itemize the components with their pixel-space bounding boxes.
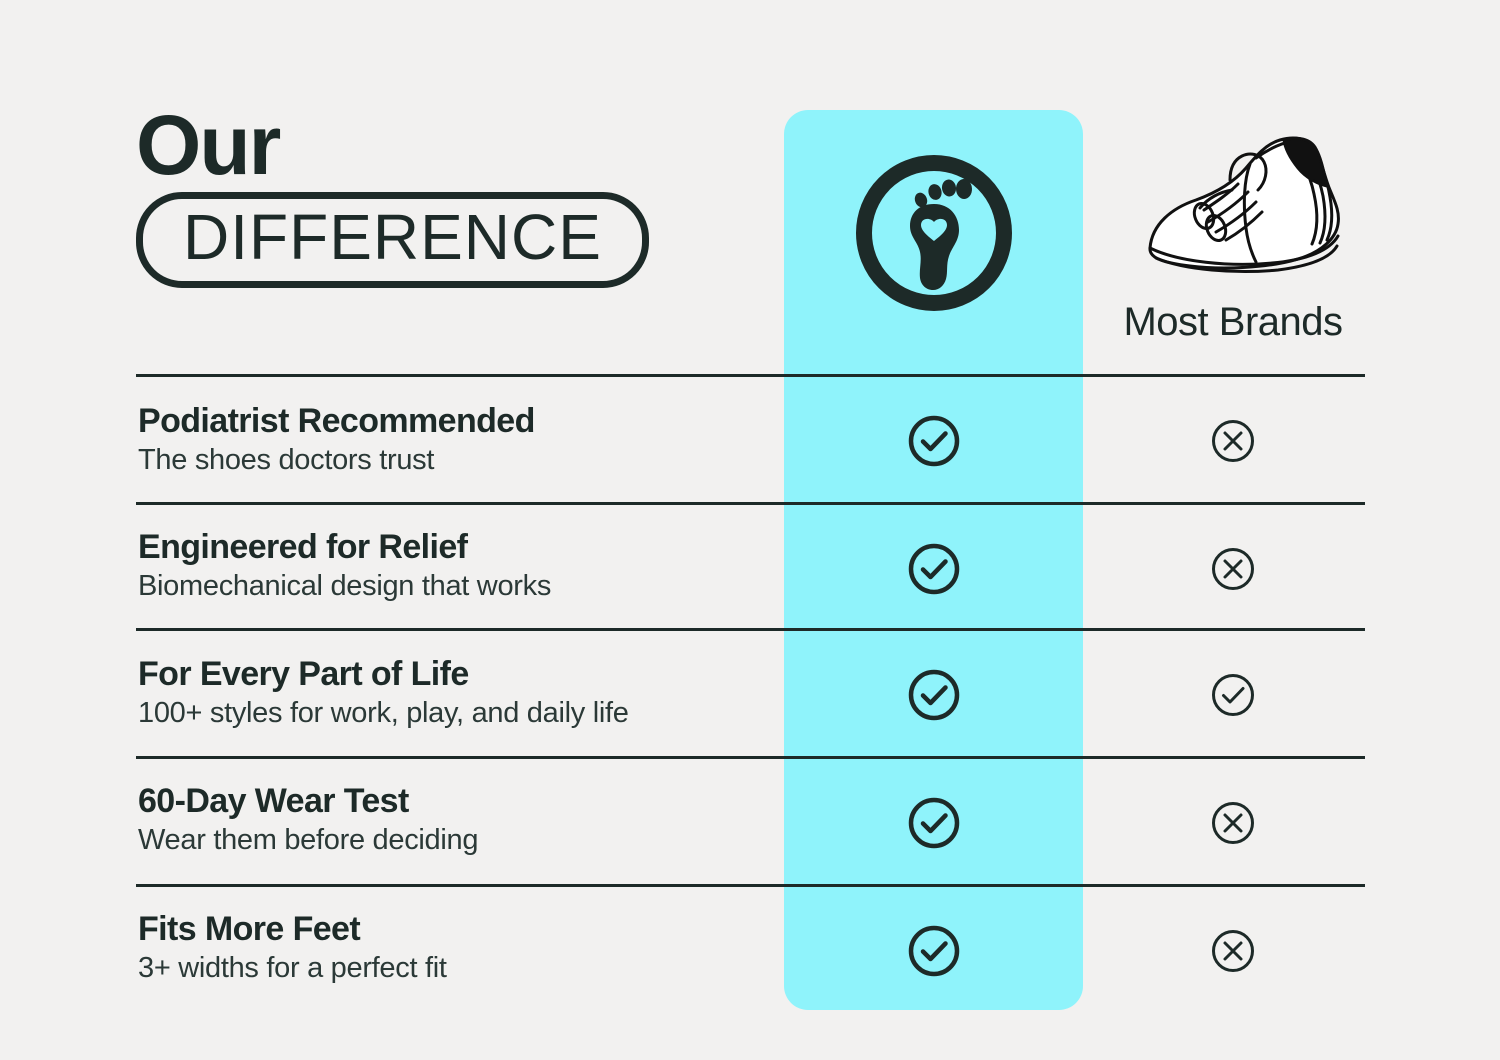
row-label: Podiatrist Recommended The shoes doctors…: [138, 402, 768, 478]
cell-theirs: [1083, 506, 1383, 632]
header: Our DIFFERENCE: [0, 0, 1500, 374]
divider-2: [136, 628, 1365, 631]
cell-theirs: [1083, 760, 1383, 886]
table-row: For Every Part of Life 100+ styles for w…: [0, 632, 1500, 758]
column-header-most-brands: Most Brands: [1123, 300, 1343, 344]
cross-circle-icon: [1212, 548, 1254, 590]
row-label: For Every Part of Life 100+ styles for w…: [138, 655, 768, 731]
footprint-heart-circle-icon: [849, 148, 1019, 318]
cell-ours: [784, 378, 1083, 504]
table-row: 60-Day Wear Test Wear them before decidi…: [0, 760, 1500, 886]
row-title: Fits More Feet: [138, 910, 361, 948]
row-subtitle: Biomechanical design that works: [138, 570, 552, 603]
row-subtitle: Wear them before deciding: [138, 824, 479, 857]
check-circle-icon: [908, 415, 959, 467]
divider-1: [136, 502, 1365, 505]
row-title: For Every Part of Life: [138, 655, 469, 693]
title-line-our: Our: [136, 98, 281, 192]
check-circle-icon: [908, 543, 959, 595]
cross-circle-icon: [1212, 930, 1254, 972]
check-circle-icon: [908, 669, 959, 721]
row-label: 60-Day Wear Test Wear them before decidi…: [138, 782, 768, 858]
row-label: Engineered for Relief Biomechanical desi…: [138, 528, 768, 604]
check-circle-icon: [908, 797, 959, 849]
divider-4: [136, 884, 1365, 887]
row-title: 60-Day Wear Test: [138, 782, 409, 820]
row-subtitle: The shoes doctors trust: [138, 444, 435, 477]
page-title: Our DIFFERENCE: [136, 98, 696, 288]
cell-theirs: [1083, 378, 1383, 504]
sneaker-illustration: [1138, 112, 1388, 287]
row-label: Fits More Feet 3+ widths for a perfect f…: [138, 910, 768, 986]
row-title: Podiatrist Recommended: [138, 402, 535, 440]
check-circle-icon: [1212, 674, 1254, 716]
check-circle-icon: [908, 925, 959, 977]
cell-theirs: [1083, 888, 1383, 1014]
row-title: Engineered for Relief: [138, 528, 468, 566]
cell-ours: [784, 632, 1083, 758]
row-subtitle: 3+ widths for a perfect fit: [138, 952, 447, 985]
row-subtitle: 100+ styles for work, play, and daily li…: [138, 697, 629, 730]
divider-3: [136, 756, 1365, 759]
cell-ours: [784, 506, 1083, 632]
cell-ours: [784, 888, 1083, 1014]
table-row: Engineered for Relief Biomechanical desi…: [0, 506, 1500, 632]
cell-ours: [784, 760, 1083, 886]
cross-circle-icon: [1212, 802, 1254, 844]
title-line-difference: DIFFERENCE: [183, 201, 602, 274]
cross-circle-icon: [1212, 420, 1254, 462]
cell-theirs: [1083, 632, 1383, 758]
divider-top: [136, 374, 1365, 377]
table-row: Podiatrist Recommended The shoes doctors…: [0, 378, 1500, 504]
title-pill: DIFFERENCE: [136, 192, 649, 288]
table-row: Fits More Feet 3+ widths for a perfect f…: [0, 888, 1500, 1014]
